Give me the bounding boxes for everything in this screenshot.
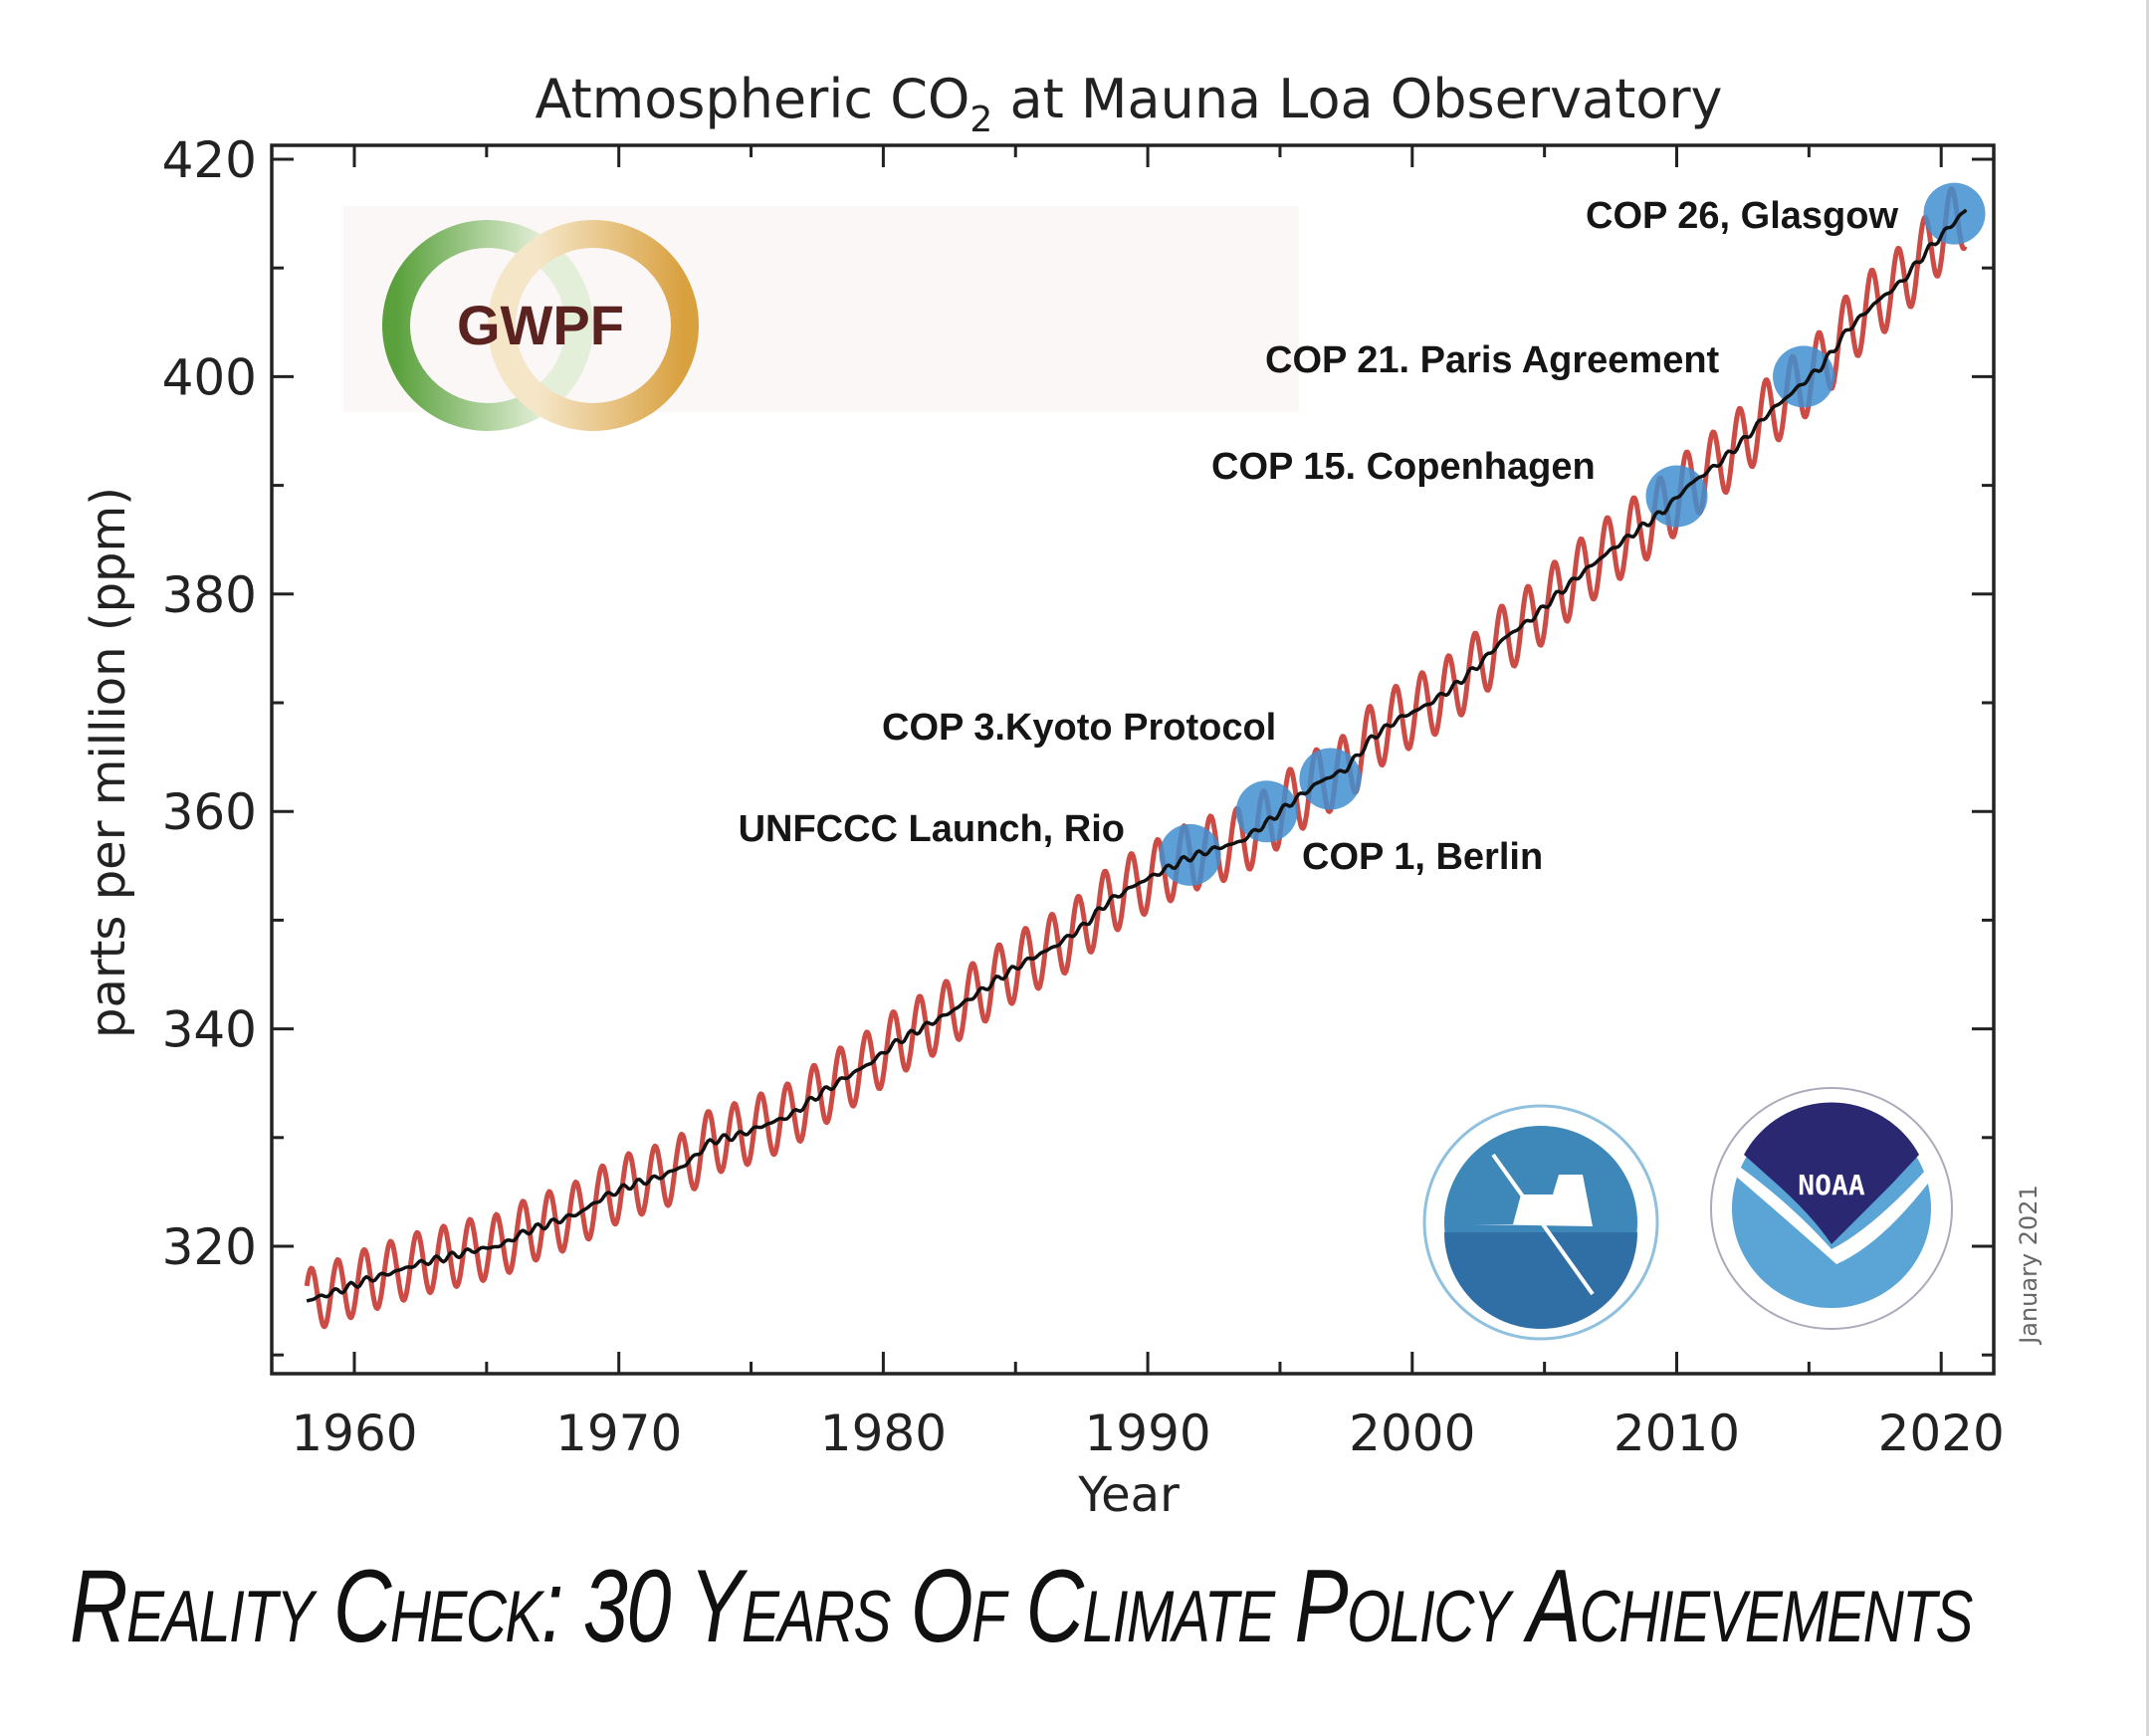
event-label: UNFCCC Launch, Rio (739, 808, 1125, 850)
x-tick-label: 1990 (1084, 1405, 1210, 1462)
x-tick-label: 1970 (555, 1405, 682, 1462)
x-tick-label: 1980 (820, 1405, 947, 1462)
chart-title: Atmospheric CO2 at Mauna Loa Observatory (535, 68, 1722, 140)
x-axis-title: Year (1077, 1467, 1180, 1523)
chart-title-main: Atmospheric CO (535, 68, 969, 130)
monthly-co2-line (304, 186, 1968, 1330)
x-tick-label: 2020 (1878, 1405, 2005, 1462)
event-label: COP 1, Berlin (1302, 836, 1543, 878)
y-tick-label: 380 (162, 566, 257, 624)
event-marker (1773, 345, 1835, 408)
scripps-logo (1422, 1104, 1659, 1341)
y-tick-label: 340 (162, 1001, 257, 1059)
x-tick-label: 2010 (1614, 1405, 1740, 1462)
y-axis-title: parts per million (ppm) (81, 487, 136, 1038)
plot-frame (270, 143, 1996, 1376)
date-note: January 2021 (2015, 1185, 2043, 1346)
gwpf-logo: GWPF (343, 206, 1299, 431)
event-marker (1923, 182, 1986, 245)
y-tick-label: 320 (162, 1218, 257, 1276)
event-label: COP 26, Glasgow (1586, 195, 1898, 237)
event-marker (1235, 780, 1298, 843)
annual-trend-line (306, 208, 1968, 1303)
headline: Reality Check: 30 Years Of Climate Polic… (70, 1549, 1973, 1664)
noaa-logo: NOAA (1710, 1087, 1953, 1330)
chart-title-rest: at Mauna Loa Observatory (992, 68, 1722, 130)
y-tick-label: 360 (162, 783, 257, 841)
chart-title-subscript: 2 (969, 100, 992, 140)
y-tick-label: 420 (162, 131, 257, 189)
x-tick-label: 1960 (291, 1405, 417, 1462)
noaa-logo-text: NOAA (1798, 1169, 1865, 1201)
x-tick-label: 2000 (1349, 1405, 1475, 1462)
event-label: COP 21. Paris Agreement (1265, 339, 1720, 381)
event-marker (1159, 823, 1221, 886)
y-tick-label: 400 (162, 348, 257, 406)
event-label: COP 3.Kyoto Protocol (882, 707, 1276, 749)
gwpf-logo-text: GWPF (457, 294, 624, 356)
event-label: COP 15. Copenhagen (1211, 446, 1596, 488)
edge-divider (2146, 0, 2149, 1736)
